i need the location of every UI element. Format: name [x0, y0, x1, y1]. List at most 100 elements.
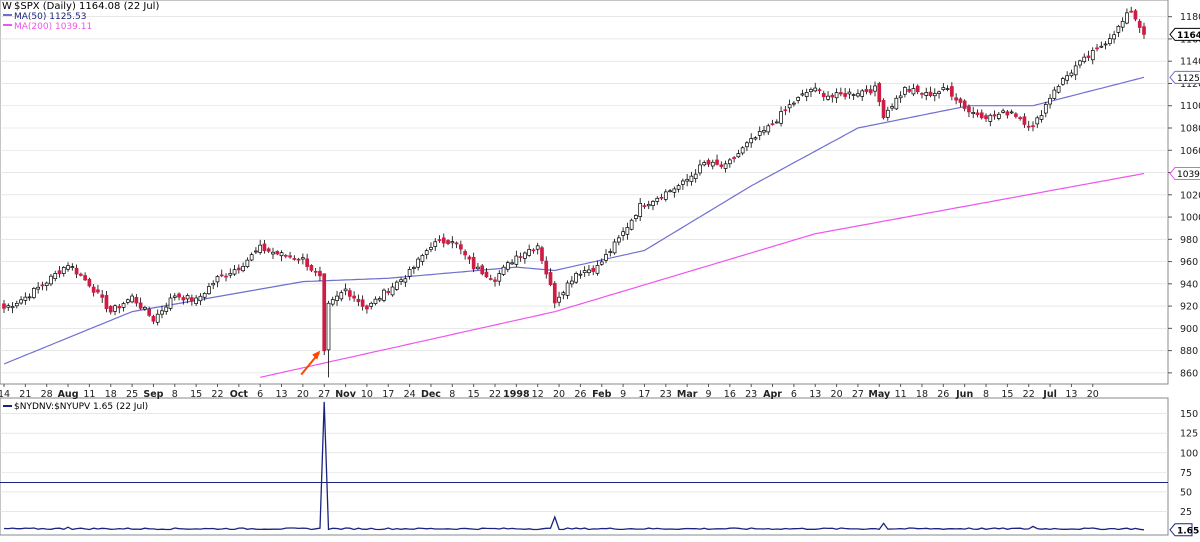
candle-down — [992, 114, 997, 117]
candle-down — [839, 92, 843, 95]
x-tick-label: 9 — [705, 389, 711, 400]
x-tick-label: 20 — [553, 389, 565, 400]
x-tick-label: Jul — [1042, 389, 1057, 400]
candle-up — [1035, 117, 1040, 125]
candle-up — [757, 131, 762, 136]
x-tick-label: 20 — [297, 389, 309, 400]
candle-up — [595, 265, 600, 274]
candle-up — [625, 227, 630, 235]
candle-up — [1099, 45, 1104, 48]
x-tick-label: 23 — [745, 389, 757, 400]
candle-up — [604, 254, 608, 261]
candle-up — [185, 295, 190, 300]
candle-up — [215, 276, 220, 283]
candle-up — [27, 296, 32, 299]
x-tick-label: 20 — [1087, 389, 1099, 400]
candle-up — [245, 259, 250, 268]
price-tick-label: 880 — [1180, 346, 1198, 357]
candle-down — [659, 196, 664, 199]
axes-layer: 8608809009209409609801000102010401060108… — [0, 12, 1200, 536]
candle-down — [147, 308, 152, 316]
candle-up — [873, 85, 877, 92]
x-tick-label: 16 — [724, 389, 736, 400]
candle-up — [330, 299, 335, 305]
candle-down — [236, 267, 241, 271]
candle-up — [271, 251, 275, 255]
candle-up — [1039, 115, 1044, 120]
candle-up — [885, 109, 890, 118]
ratio-line — [3, 401, 1145, 531]
candle-up — [241, 266, 245, 272]
x-tick-label: 17 — [382, 389, 394, 400]
candle-up — [813, 87, 818, 92]
candle-up — [932, 93, 937, 97]
candle-up — [655, 197, 660, 202]
x-tick-label: Apr — [763, 389, 782, 400]
candle-down — [347, 290, 352, 297]
candle-up — [689, 175, 694, 182]
candle-up — [301, 257, 305, 260]
candle-up — [198, 295, 203, 302]
candle-up — [23, 296, 28, 301]
candle-up — [168, 297, 173, 309]
candle-down — [915, 85, 920, 93]
candle-down — [1022, 116, 1027, 125]
candle-up — [1107, 38, 1112, 45]
candle-up — [557, 296, 561, 303]
x-tick-label: 13 — [275, 389, 287, 400]
candle-up — [1090, 50, 1095, 61]
last-price-tag: 1164.08 — [1177, 31, 1200, 41]
candle-up — [996, 113, 1001, 119]
candle-up — [369, 302, 374, 307]
candle-up — [523, 252, 527, 259]
candle-up — [377, 298, 382, 301]
candle-down — [967, 106, 971, 113]
candle-up — [1112, 34, 1116, 40]
candle-up — [621, 231, 625, 236]
candle-down — [544, 260, 549, 275]
candle-up — [407, 269, 412, 277]
candle-down — [493, 279, 497, 282]
candle-down — [1142, 26, 1146, 35]
candle-up — [890, 106, 894, 109]
candle-up — [1073, 65, 1078, 76]
candle-up — [390, 286, 395, 296]
candle-down — [467, 256, 472, 260]
x-tick-label: 11 — [83, 389, 95, 400]
candle-up — [343, 288, 348, 292]
candle-down — [365, 305, 369, 310]
grid-layer — [0, 16, 1168, 512]
candle-up — [424, 250, 429, 255]
candle-down — [360, 299, 365, 307]
main-plot-border — [0, 0, 1169, 385]
x-tick-label: Sep — [143, 389, 163, 400]
candle-down — [531, 249, 536, 252]
candle-up — [587, 269, 591, 274]
candle-up — [740, 147, 745, 154]
candle-up — [608, 251, 613, 253]
x-tick-label: Nov — [335, 389, 356, 400]
candle-down — [1014, 113, 1018, 117]
x-tick-label: 27 — [318, 389, 330, 400]
x-tick-label: 6 — [257, 389, 263, 400]
ma50-price-tag: 1125.53 — [1177, 74, 1200, 84]
candle-up — [1120, 20, 1125, 28]
x-tick-label: 15 — [1001, 389, 1013, 400]
candle-down — [459, 244, 463, 250]
candle-down — [642, 205, 647, 207]
candle-up — [535, 245, 540, 250]
candle-down — [881, 100, 886, 119]
x-tick-label: 13 — [1065, 389, 1077, 400]
ratio-tick-label: 50 — [1180, 487, 1192, 498]
candle-up — [254, 250, 258, 253]
candle-up — [373, 298, 378, 304]
candle-down — [821, 93, 826, 98]
candle-up — [160, 310, 164, 315]
candle-up — [736, 153, 741, 158]
candle-up — [561, 292, 566, 296]
candle-down — [446, 240, 450, 244]
candle-down — [356, 298, 361, 303]
candle-down — [309, 265, 314, 271]
candle-up — [232, 269, 237, 275]
candle-up — [753, 137, 758, 140]
